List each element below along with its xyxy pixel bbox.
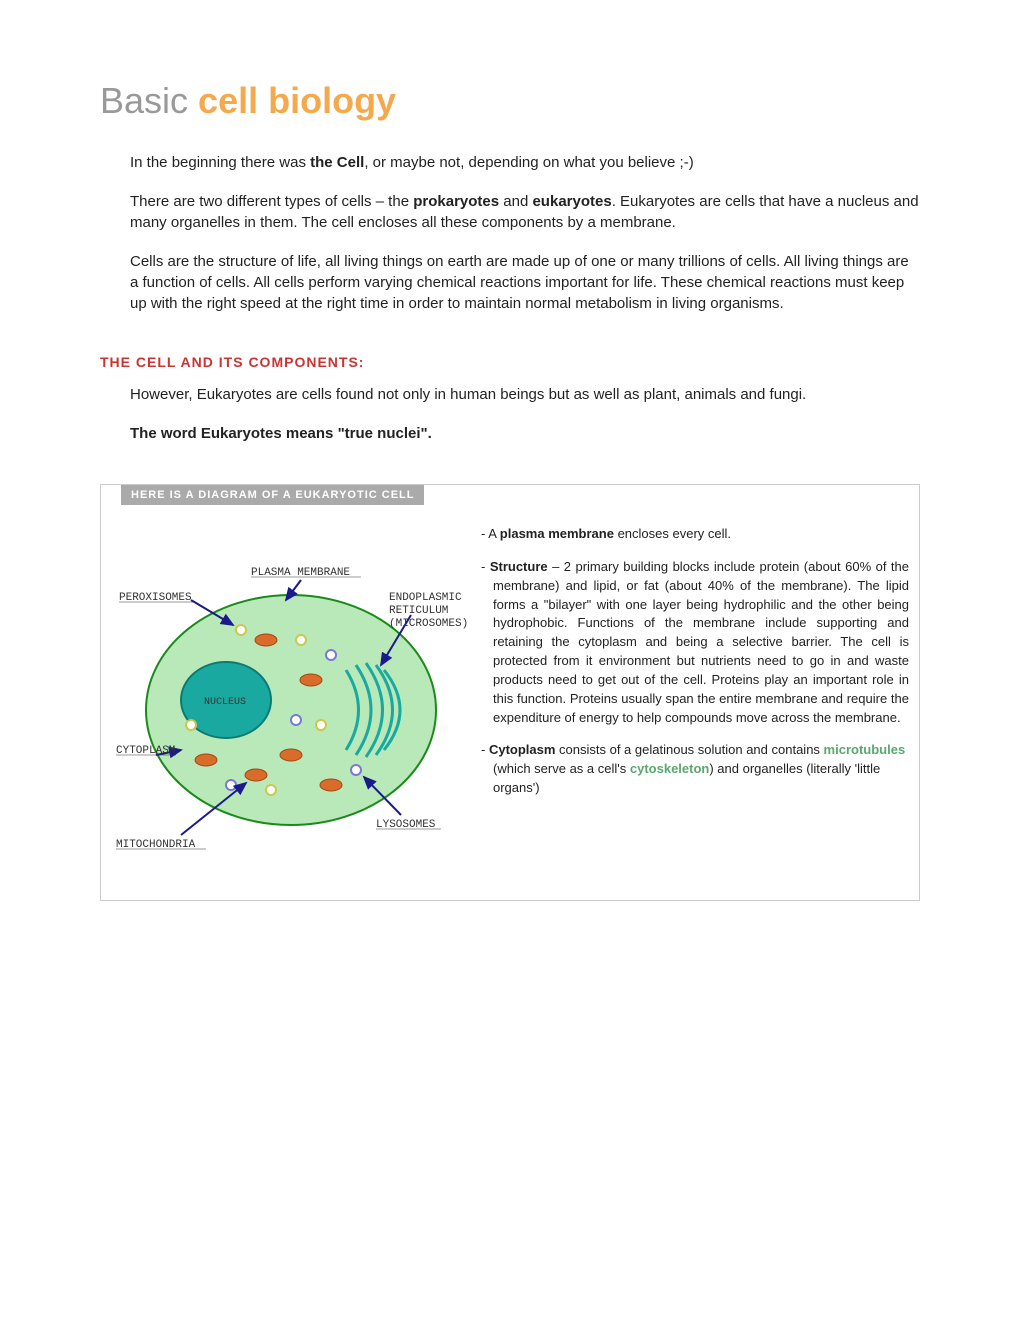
section-p1: However, Eukaryotes are cells found not …	[130, 384, 920, 405]
bold-line: The word Eukaryotes means "true nuclei".	[130, 425, 432, 442]
title-accent: cell biology	[198, 80, 396, 121]
bold-term: eukaryotes	[532, 193, 611, 210]
document-page: Basic cell biology In the beginning ther…	[0, 0, 1020, 941]
diagram-description: - A plasma membrane encloses every cell.…	[481, 525, 909, 870]
text: There are two different types of cells –…	[130, 193, 413, 210]
bold-term: Cytoplasm	[489, 742, 555, 757]
label-microsomes: (MICROSOMES)	[389, 618, 468, 630]
bullet-structure: - Structure – 2 primary building blocks …	[481, 558, 909, 728]
text: -	[481, 559, 490, 574]
cell-diagram: NUCLEUS	[111, 525, 471, 870]
nucleus-label: NUCLEUS	[204, 697, 246, 708]
section-body: However, Eukaryotes are cells found not …	[130, 384, 920, 444]
text: , or maybe not, depending on what you be…	[364, 154, 693, 171]
label-reticulum: RETICULUM	[389, 605, 448, 617]
link-microtubules[interactable]: microtubules	[824, 742, 906, 757]
text: – 2 primary building blocks include prot…	[493, 559, 909, 725]
intro-p3: Cells are the structure of life, all liv…	[130, 251, 920, 314]
bold-term: prokaryotes	[413, 193, 499, 210]
diagram-container: HERE IS A DIAGRAM OF A EUKARYOTIC CELL	[100, 484, 920, 901]
link-cytoskeleton[interactable]: cytoskeleton	[630, 761, 709, 776]
text: (which serve as a cell's	[493, 761, 630, 776]
text: encloses every cell.	[614, 526, 731, 541]
bold-term: the Cell	[310, 154, 364, 171]
bold-term: plasma membrane	[500, 526, 614, 541]
diagram-content: NUCLEUS	[101, 505, 919, 900]
text: and	[499, 193, 532, 210]
diagram-header: HERE IS A DIAGRAM OF A EUKARYOTIC CELL	[121, 485, 424, 505]
intro-block: In the beginning there was the Cell, or …	[130, 152, 920, 314]
bullet-cytoplasm: - Cytoplasm consists of a gelatinous sol…	[481, 741, 909, 798]
section-heading: THE CELL AND ITS COMPONENTS:	[100, 354, 920, 370]
bullet-plasma-membrane: - A plasma membrane encloses every cell.	[481, 525, 909, 544]
intro-p2: There are two different types of cells –…	[130, 191, 920, 233]
text: In the beginning there was	[130, 154, 310, 171]
intro-p1: In the beginning there was the Cell, or …	[130, 152, 920, 173]
text: consists of a gelatinous solution and co…	[555, 742, 823, 757]
label-endoplasmic: ENDOPLASMIC	[389, 592, 462, 604]
section-p2: The word Eukaryotes means "true nuclei".	[130, 423, 920, 444]
title-prefix: Basic	[100, 80, 198, 121]
bold-term: Structure	[490, 559, 548, 574]
page-title: Basic cell biology	[100, 80, 920, 122]
text: - A	[481, 526, 500, 541]
text: -	[481, 742, 489, 757]
